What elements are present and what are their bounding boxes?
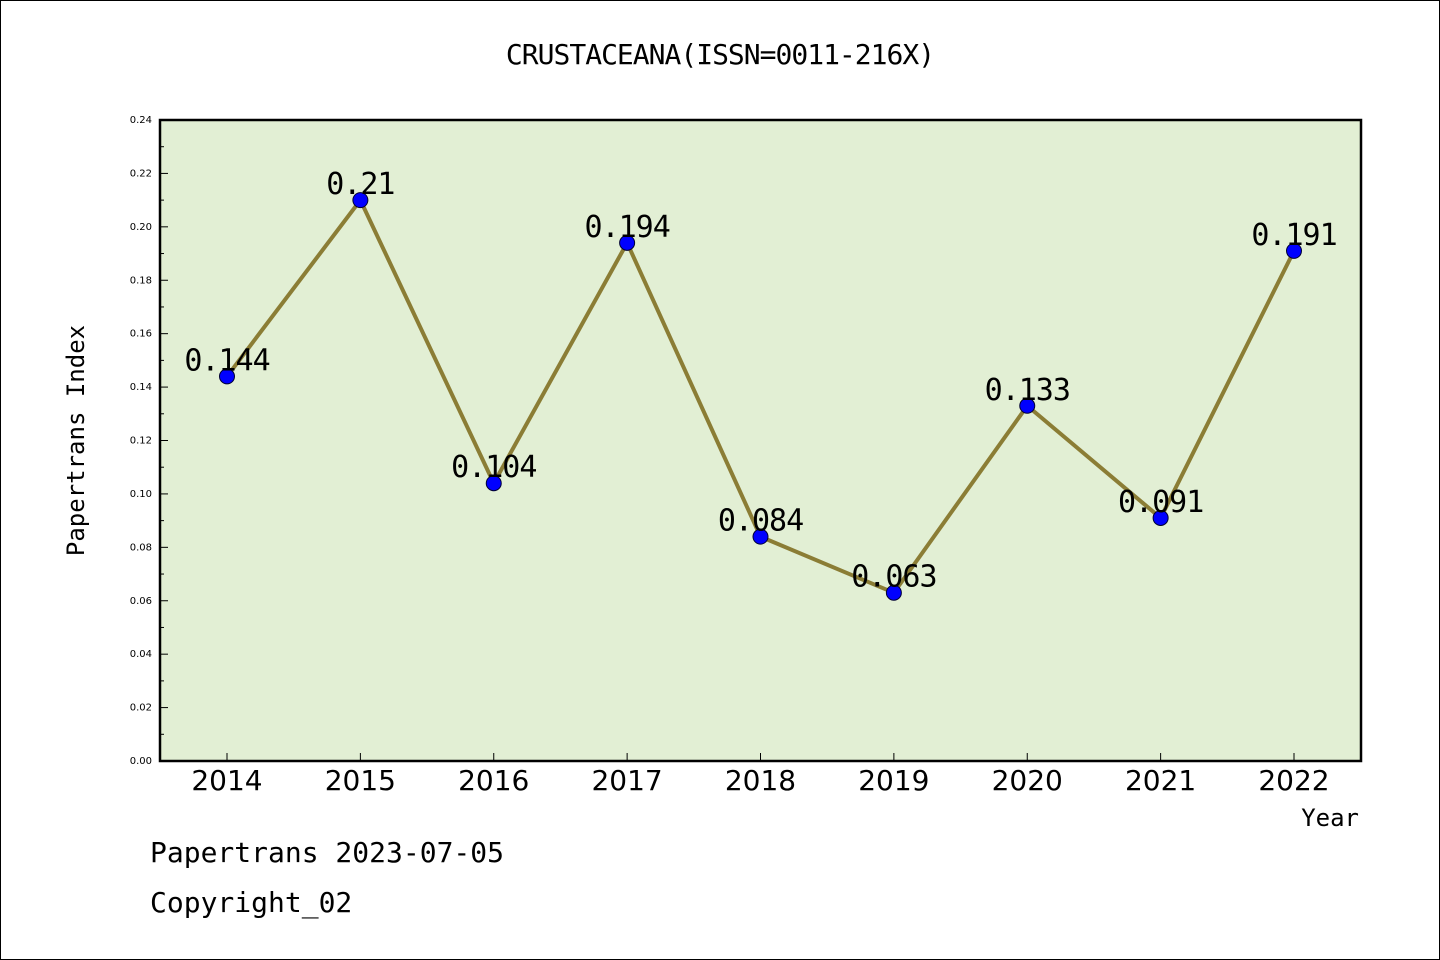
data-label: 0.091 (1118, 485, 1203, 520)
data-point (352, 192, 369, 209)
y-tick-label: 0.02 (130, 703, 152, 714)
data-point (1152, 509, 1169, 526)
y-tick-label: 0.04 (130, 649, 152, 660)
footer-date: Papertrans 2023-07-05 (150, 836, 505, 869)
data-point (752, 528, 769, 545)
data-label: 0.21 (326, 167, 394, 202)
y-tick-label: 0.20 (130, 222, 152, 233)
data-point (619, 234, 636, 251)
data-label: 0.144 (184, 343, 269, 378)
y-tick-label: 0.08 (130, 542, 152, 553)
y-axis-label: Papertrans Index (62, 325, 90, 556)
plot-area (160, 120, 1361, 761)
data-point (485, 475, 502, 492)
x-tick-label: 2020 (992, 764, 1063, 797)
y-tick-label: 0.22 (130, 168, 152, 179)
x-tick-label: 2018 (725, 764, 796, 797)
chart-title: CRUSTACEANA(ISSN=0011-216X) (505, 38, 935, 71)
x-tick-label: 2015 (325, 764, 396, 797)
x-tick-label: 2016 (458, 764, 529, 797)
y-tick-label: 0.16 (130, 329, 152, 340)
data-label: 0.084 (718, 504, 803, 539)
data-label: 0.133 (985, 373, 1070, 408)
x-tick-label: 2017 (591, 764, 662, 797)
x-tick-label: 2022 (1258, 764, 1329, 797)
footer-copyright: Copyright_02 (150, 886, 353, 919)
data-point (219, 368, 235, 385)
data-point (885, 584, 902, 601)
x-axis-label: Year (1301, 804, 1359, 832)
data-label: 0.194 (584, 210, 669, 245)
data-label: 0.063 (851, 560, 936, 595)
y-tick-label: 0.06 (130, 596, 152, 607)
y-tick-label: 0.18 (130, 275, 152, 286)
y-tick-label: 0.12 (130, 436, 152, 447)
plot-border (158, 118, 1363, 763)
data-label: 0.191 (1251, 218, 1336, 253)
data-label: 0.104 (451, 450, 536, 485)
x-tick-label: 2014 (191, 764, 262, 797)
y-tick-label: 0.24 (130, 115, 152, 126)
x-tick-label: 2021 (1125, 764, 1196, 797)
y-tick-label: 0.00 (130, 756, 152, 767)
data-point (1019, 397, 1036, 414)
y-tick-label: 0.14 (130, 382, 152, 393)
y-tick-label: 0.10 (130, 489, 152, 500)
x-tick-label: 2019 (858, 764, 929, 797)
data-point (1286, 242, 1302, 259)
